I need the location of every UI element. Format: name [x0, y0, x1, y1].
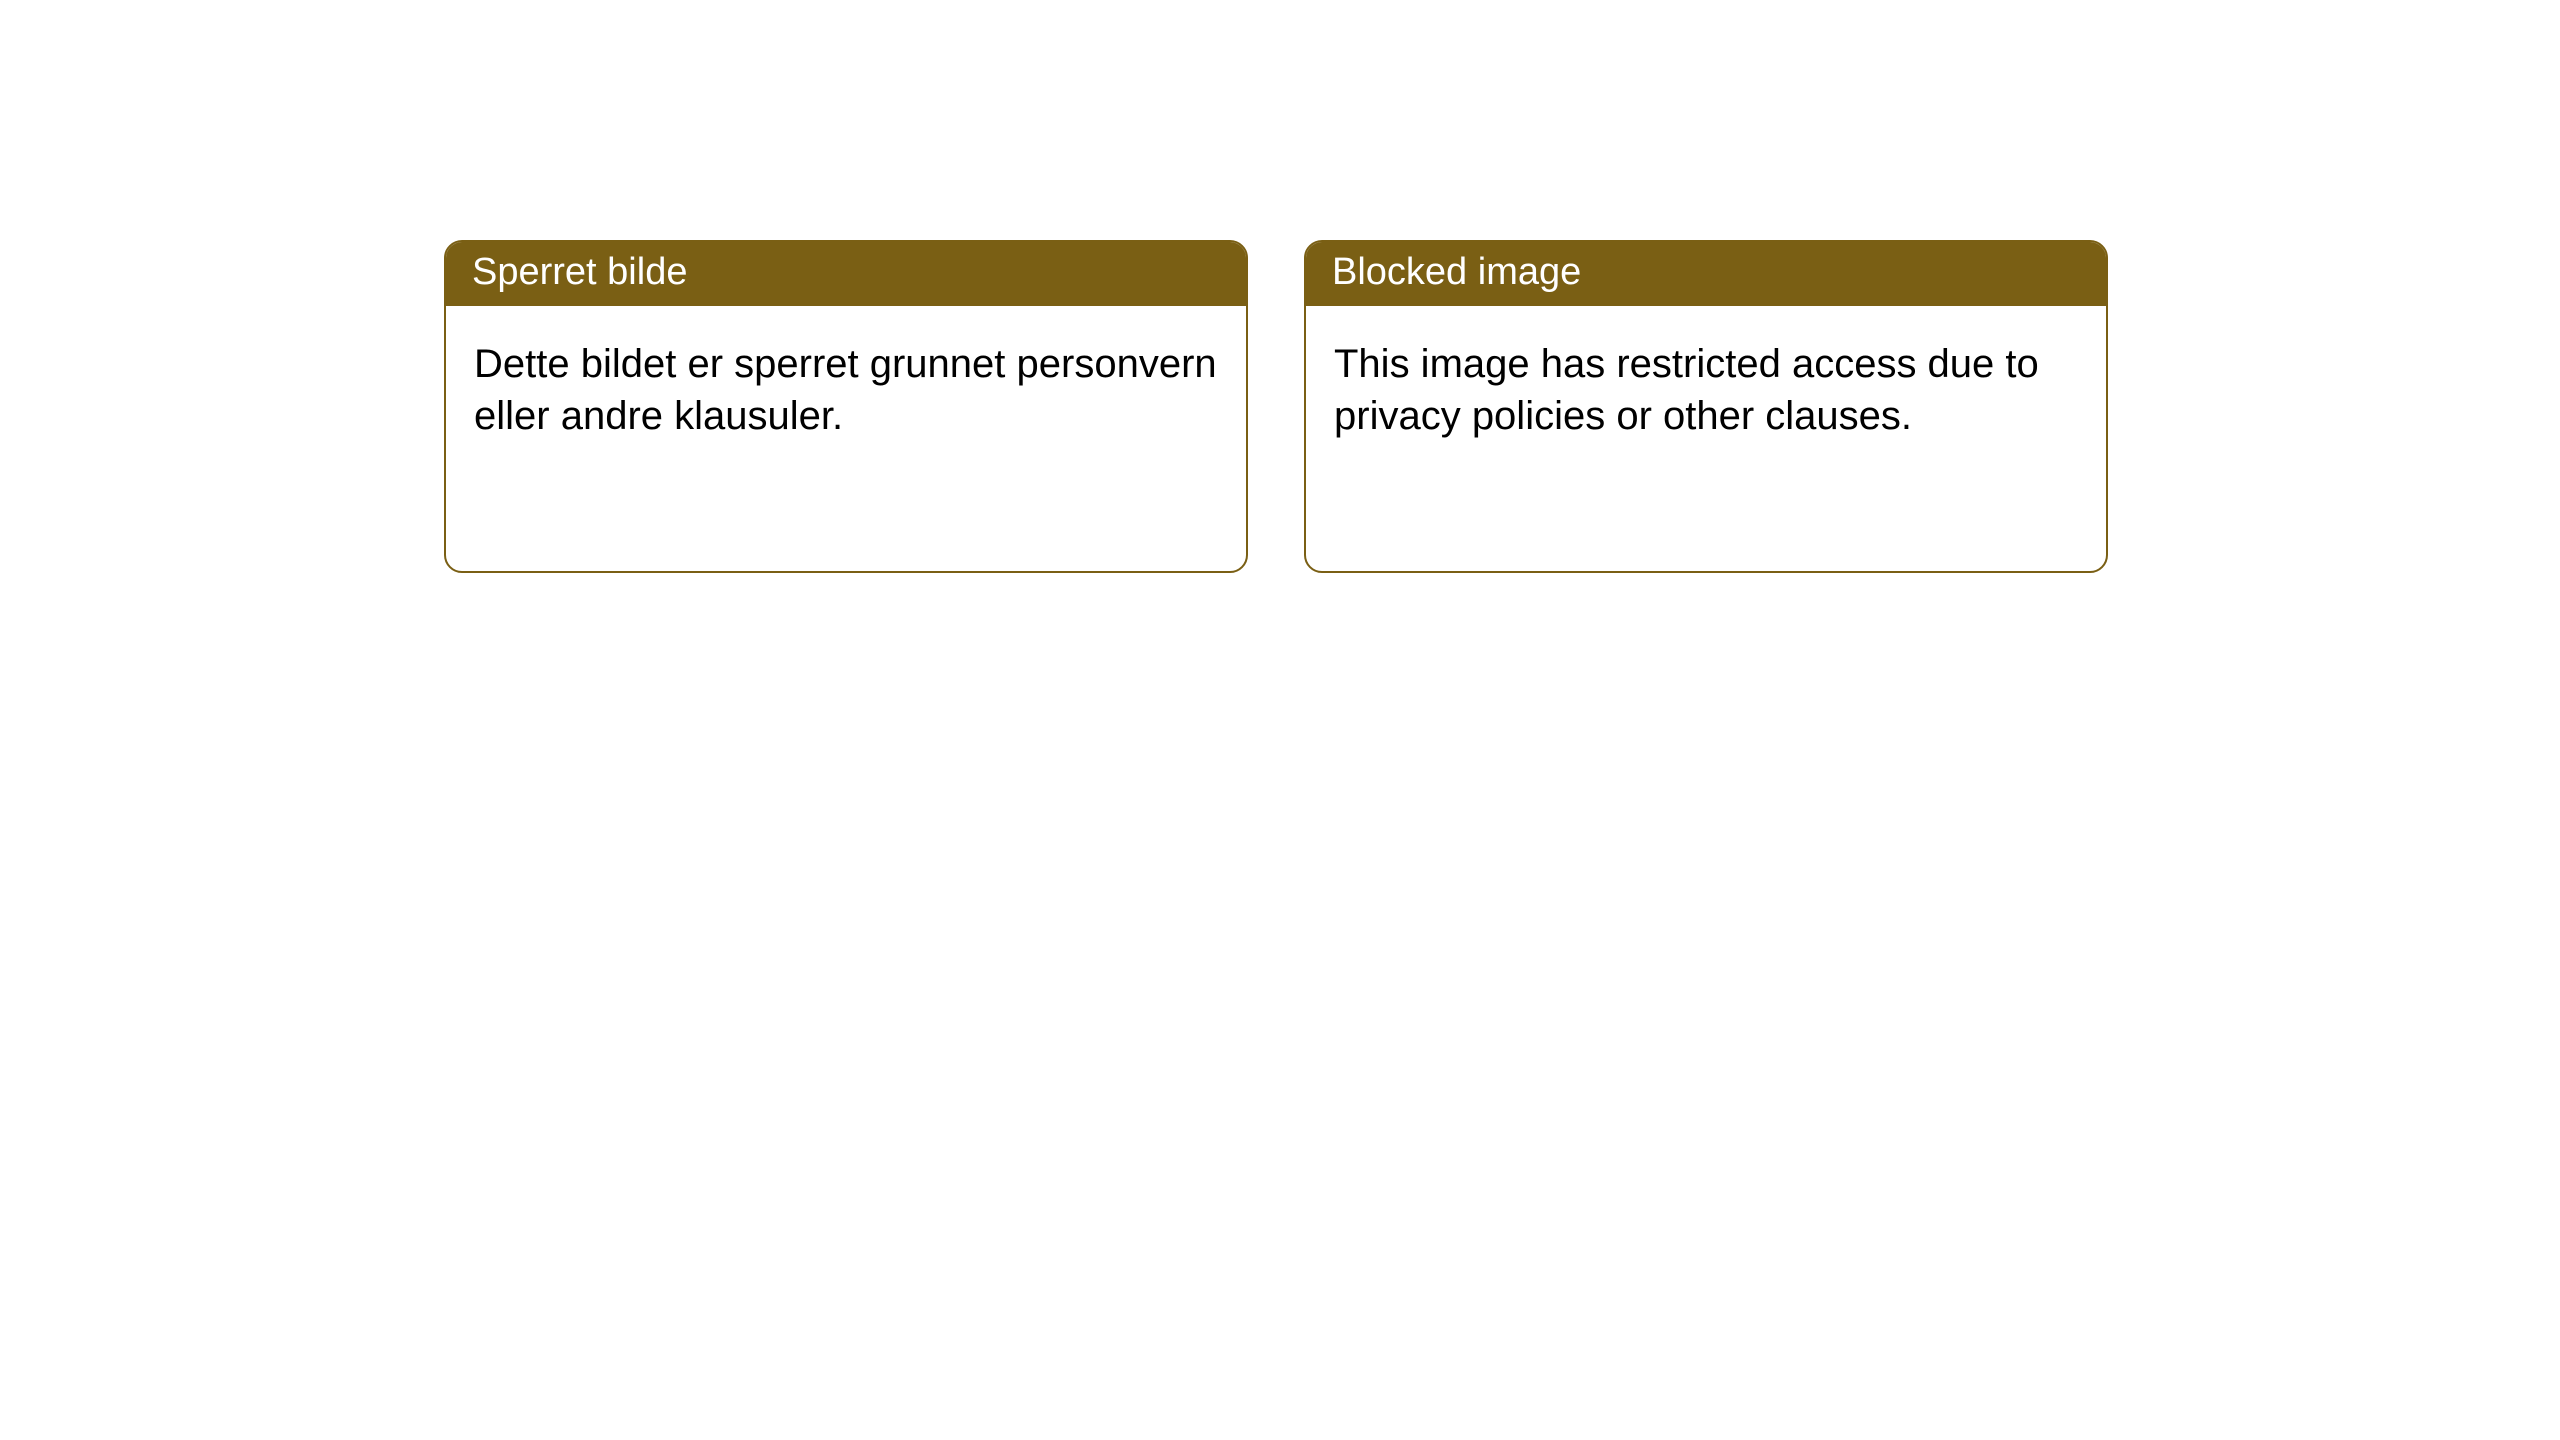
card-body: Dette bildet er sperret grunnet personve… — [446, 306, 1246, 474]
blocked-image-card-en: Blocked image This image has restricted … — [1304, 240, 2108, 573]
card-header: Blocked image — [1306, 242, 2106, 306]
card-body: This image has restricted access due to … — [1306, 306, 2106, 474]
card-title: Sperret bilde — [472, 251, 687, 293]
card-container: Sperret bilde Dette bildet er sperret gr… — [0, 0, 2560, 573]
card-body-text: This image has restricted access due to … — [1334, 342, 2039, 438]
card-body-text: Dette bildet er sperret grunnet personve… — [474, 342, 1217, 438]
blocked-image-card-no: Sperret bilde Dette bildet er sperret gr… — [444, 240, 1248, 573]
card-title: Blocked image — [1332, 251, 1581, 293]
card-header: Sperret bilde — [446, 242, 1246, 306]
